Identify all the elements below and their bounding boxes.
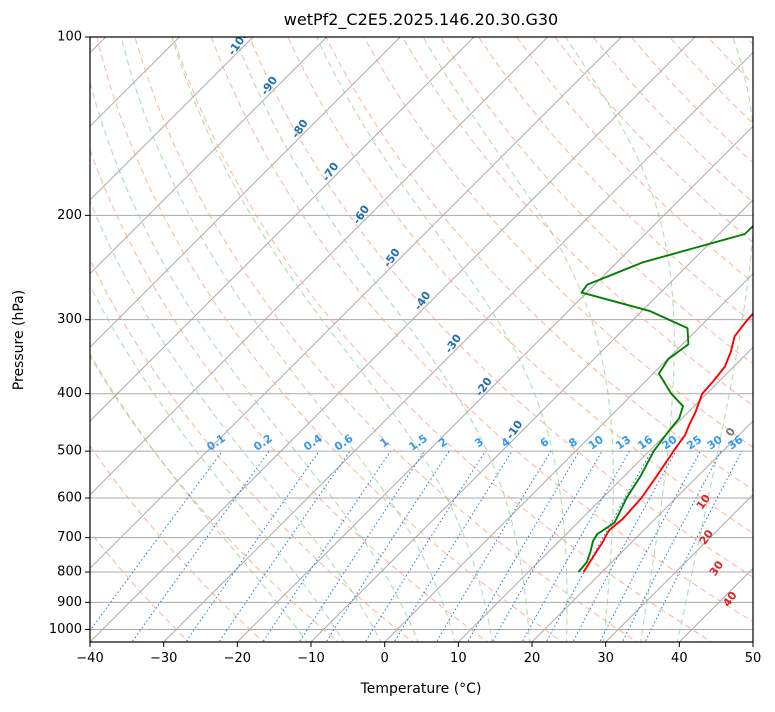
y-tick-label: 800 [57,565,82,580]
x-tick-label: 10 [450,651,467,666]
y-tick-label: 500 [57,444,82,459]
x-axis-label: Temperature (°C) [360,681,482,697]
y-tick-label: 900 [57,595,82,610]
y-tick-label: 600 [57,491,82,506]
x-tick-label: 40 [671,651,688,666]
y-tick-label: 300 [57,312,82,327]
y-tick-label: 1000 [49,622,82,637]
x-tick-label: 30 [597,651,614,666]
x-tick-label: 20 [524,651,541,666]
x-tick-label: 0 [381,651,389,666]
y-tick-label: 200 [57,208,82,223]
x-tick-label: −40 [76,651,103,666]
y-axis-label: Pressure (hPa) [11,290,27,390]
x-tick-label: 50 [745,651,762,666]
y-tick-label: 100 [57,30,82,45]
x-tick-label: −20 [224,651,251,666]
y-tick-label: 400 [57,386,82,401]
x-tick-label: −30 [150,651,177,666]
y-tick-label: 700 [57,530,82,545]
chart-title: wetPf2_C2E5.2025.146.20.30.G30 [284,10,558,30]
x-tick-label: −10 [297,651,324,666]
